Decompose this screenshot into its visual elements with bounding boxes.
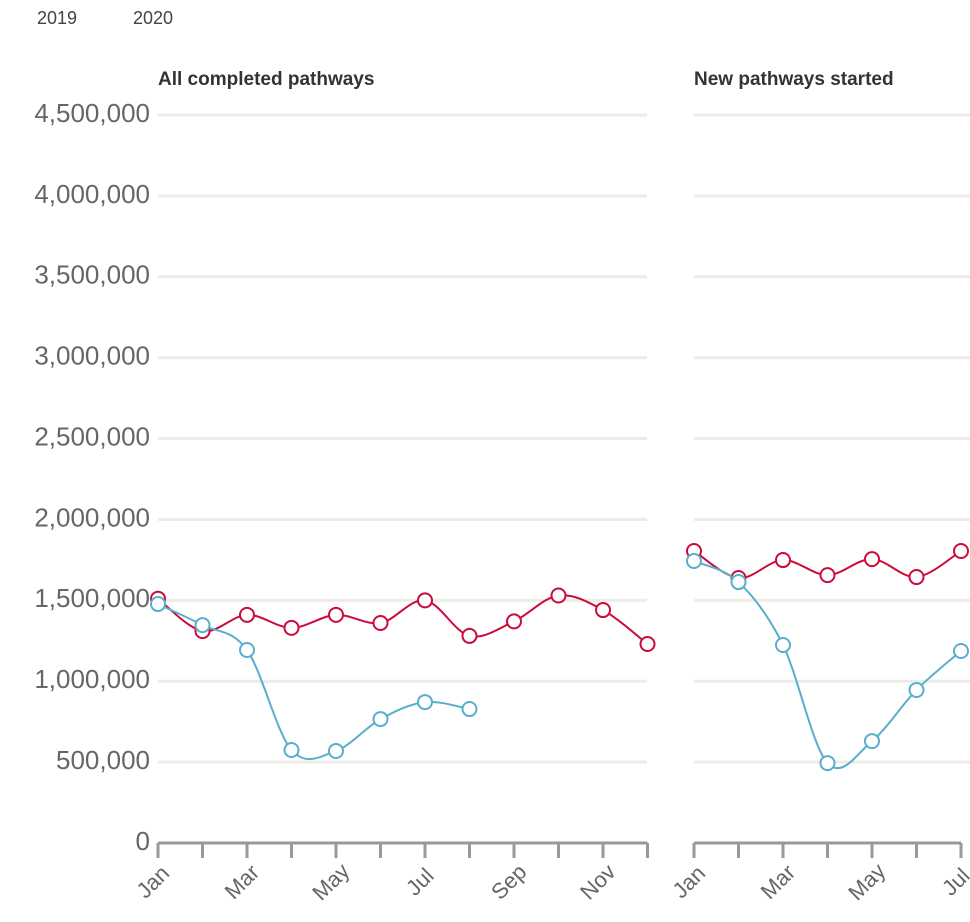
data-point [595, 602, 611, 619]
data-point [461, 701, 478, 718]
data-point [283, 619, 300, 636]
data-point [639, 636, 656, 653]
data-point [417, 592, 433, 609]
x-tick-label: Sep [486, 859, 531, 904]
x-tick-label: Mar [220, 860, 264, 904]
data-point [908, 681, 925, 698]
data-point [150, 596, 166, 613]
x-tick-label: Mar [756, 860, 800, 904]
x-tick-label: May [307, 858, 354, 905]
y-tick-label: 3,500,000 [34, 260, 150, 290]
panel-title: All completed pathways [158, 69, 374, 90]
data-point [908, 569, 925, 586]
data-point [506, 613, 522, 630]
data-point [550, 587, 567, 604]
data-point [372, 614, 389, 631]
data-point [953, 642, 969, 659]
data-point [328, 742, 344, 759]
x-tick-label: Nov [575, 859, 620, 904]
legend-label: 2020 [133, 8, 173, 28]
data-point [194, 617, 211, 634]
data-point [775, 636, 791, 653]
data-point [730, 574, 747, 591]
panel-title: New pathways started [694, 69, 894, 90]
y-tick-label: 4,000,000 [34, 179, 150, 209]
y-tick-label: 3,000,000 [34, 341, 150, 371]
legend-label: 2019 [37, 8, 77, 28]
data-point [686, 553, 702, 570]
data-point [775, 552, 791, 569]
y-tick-label: 1,000,000 [34, 664, 150, 694]
data-point [283, 741, 300, 758]
data-point [953, 542, 969, 559]
data-point [819, 755, 836, 772]
x-tick-label: Jan [131, 860, 174, 903]
x-tick-label: Jul [937, 863, 970, 901]
data-point [239, 606, 255, 623]
data-point [239, 641, 255, 658]
y-tick-label: 1,500,000 [34, 583, 150, 613]
data-point [864, 733, 880, 750]
x-tick-label: May [843, 858, 890, 905]
data-point [864, 551, 880, 568]
data-point [819, 567, 836, 584]
data-point [372, 711, 389, 728]
data-point [328, 606, 344, 623]
y-tick-label: 4,500,000 [34, 98, 150, 128]
y-tick-label: 500,000 [56, 745, 150, 775]
y-tick-label: 0 [136, 826, 150, 856]
y-tick-label: 2,500,000 [34, 421, 150, 451]
series-line [693, 560, 962, 770]
y-tick-label: 2,000,000 [34, 502, 150, 532]
data-point [417, 694, 433, 711]
x-tick-label: Jul [401, 863, 439, 901]
x-tick-label: Jan [667, 860, 710, 903]
data-point [461, 627, 478, 644]
